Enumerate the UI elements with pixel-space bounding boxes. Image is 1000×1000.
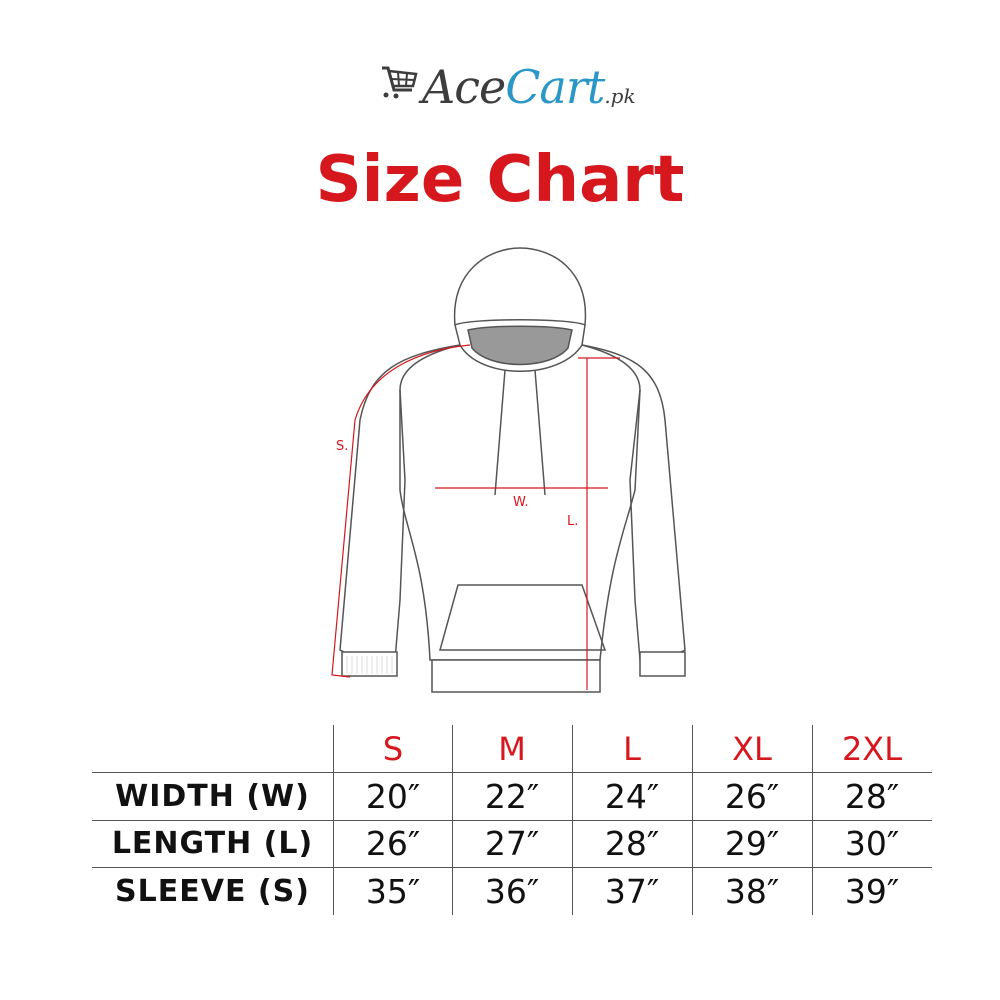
table-cell: 27″ (484, 824, 540, 863)
size-table: S M L XL 2XL WIDTH (W) 20″ 22″ 24″ 26″ 2… (92, 725, 932, 915)
logo-text-suffix: .pk (604, 84, 636, 108)
length-label: L. (567, 514, 578, 529)
brand-logo: Ace Cart .pk (380, 48, 636, 110)
row-label-length: LENGTH (L) (111, 826, 314, 861)
length-measure-line (578, 357, 620, 690)
table-cell: 26″ (724, 776, 780, 816)
table-cell: 39″ (844, 871, 900, 911)
right-sleeve (581, 344, 686, 661)
hoodie-diagram: S. W. L. (331, 247, 686, 693)
logo-text-ace: Ace (422, 60, 506, 114)
size-header-l: L (623, 729, 641, 768)
table-cell: 30″ (844, 824, 900, 863)
pocket (439, 584, 607, 651)
table-cell: 28″ (604, 824, 660, 863)
shopping-cart-icon (382, 66, 418, 99)
logo-text-cart: Cart (505, 60, 605, 114)
table-cell: 36″ (484, 871, 540, 911)
table-cell: 38″ (724, 871, 780, 911)
width-label: W. (513, 495, 529, 510)
table-cell: 26″ (365, 824, 421, 863)
table-cell: 35″ (365, 871, 421, 911)
size-header-xl: XL (732, 729, 772, 768)
table-cell: 37″ (604, 871, 660, 911)
table-cell: 28″ (844, 776, 900, 816)
left-sleeve (339, 344, 461, 661)
size-header-s: S (382, 729, 404, 768)
sleeve-measure-line (331, 344, 471, 678)
row-label-sleeve: SLEEVE (S) (115, 873, 310, 909)
table-cell: 20″ (365, 776, 421, 816)
table-cell: 24″ (604, 776, 660, 816)
size-header-2xl: 2XL (841, 729, 903, 768)
size-header-m: M (498, 729, 526, 768)
page-title: Size Chart (315, 143, 685, 217)
row-label-width: WIDTH (W) (115, 778, 310, 814)
sleeve-label: S. (336, 439, 348, 454)
hood-outline (453, 247, 587, 326)
table-cell: 22″ (484, 776, 540, 816)
table-cell: 29″ (724, 824, 780, 863)
